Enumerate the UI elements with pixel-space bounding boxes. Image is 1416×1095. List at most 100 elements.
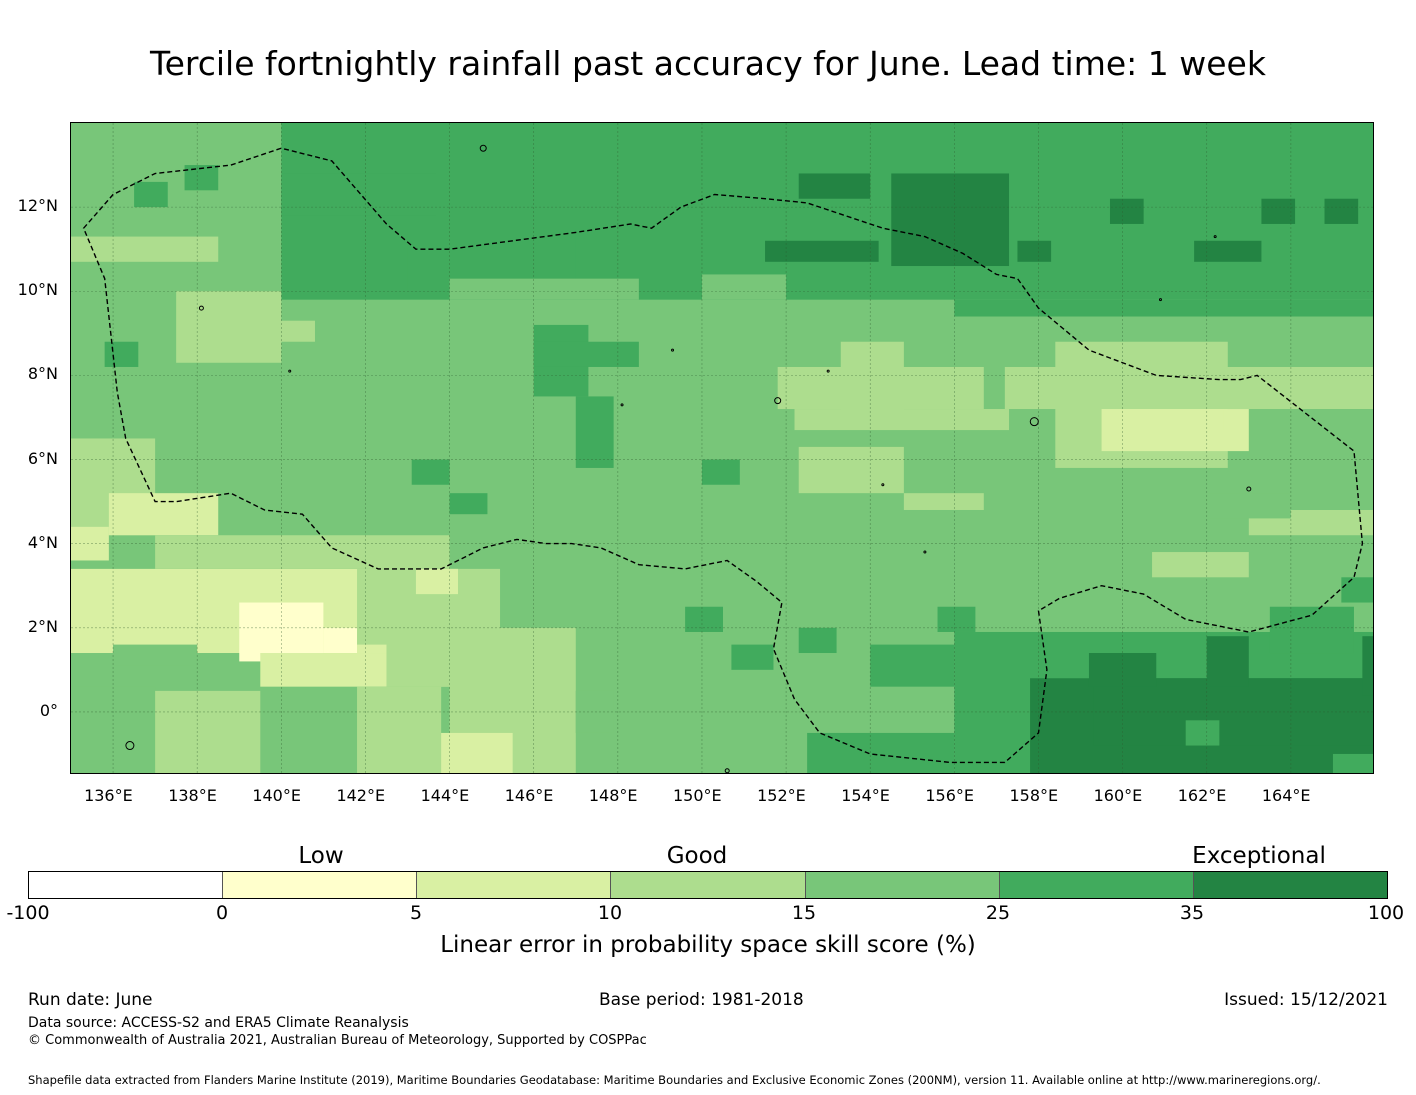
colorbar-segment: [29, 872, 224, 898]
skill-cell: [104, 341, 139, 367]
longitude-tick-label: 158°E: [1009, 786, 1059, 805]
colorbar-category-good: Good: [666, 843, 728, 869]
longitude-tick-label: 148°E: [588, 786, 638, 805]
longitude-tick-label: 150°E: [672, 786, 722, 805]
latitude-tick-label: 2°N: [27, 616, 58, 636]
skill-cell: [108, 493, 219, 536]
shapefile-credit: Shapefile data extracted from Flanders M…: [28, 1073, 1321, 1087]
copyright: © Commonwealth of Australia 2021, Austra…: [28, 1033, 647, 1048]
island-outline: [826, 369, 830, 373]
island-outline: [1158, 298, 1162, 302]
skill-cell: [954, 299, 1373, 317]
skill-cell: [218, 320, 315, 342]
latitude-tick-label: 8°N: [27, 364, 58, 384]
skill-cell: [449, 493, 488, 515]
colorbar-tick: 5: [409, 902, 423, 924]
colorbar-tick: 25: [985, 902, 1011, 924]
colorbar-tick: 100: [1367, 902, 1405, 924]
skill-cell: [184, 165, 219, 191]
colorbar-tick: 0: [215, 902, 229, 924]
skill-cell: [323, 627, 358, 654]
skill-cell: [533, 341, 639, 367]
island-outline: [479, 144, 487, 152]
skill-cell: [71, 686, 156, 773]
issued-date: Issued: 15/12/2021: [1224, 990, 1388, 1010]
eez-boundary: [82, 147, 1364, 764]
skill-cell: [701, 274, 787, 300]
longitude-tick-label: 154°E: [841, 786, 890, 805]
colorbar-segment: [417, 872, 612, 898]
run-date: Run date: June: [28, 990, 153, 1010]
skill-cell: [798, 446, 904, 494]
longitude-tick-label: 138°E: [168, 786, 217, 805]
skill-cell: [411, 459, 450, 485]
skill-cell: [134, 181, 168, 208]
skill-cell: [765, 240, 879, 262]
skill-cell: [1206, 636, 1249, 687]
skill-cell: [1269, 606, 1354, 654]
skill-cell: [1185, 720, 1220, 746]
island-outline: [923, 550, 927, 554]
map-canvas: [71, 123, 1373, 773]
island-outline: [1213, 235, 1217, 239]
longitude-tick-label: 162°E: [1177, 786, 1227, 805]
colorbar: [28, 871, 1388, 899]
skill-cell: [1152, 552, 1249, 578]
skill-cell: [870, 644, 955, 687]
island-outline: [724, 768, 730, 773]
island-outline: [881, 483, 885, 487]
island-outline: [1029, 417, 1039, 427]
latitude-tick-label: 12°N: [17, 196, 58, 216]
skill-cell: [155, 690, 261, 773]
skill-cell: [1088, 653, 1157, 687]
latitude-tick-label: 4°N: [27, 532, 58, 552]
latitude-tick-label: 10°N: [17, 280, 58, 300]
island-outline: [1246, 486, 1252, 492]
map-title: Tercile fortnightly rainfall past accura…: [150, 44, 1266, 83]
data-source: Data source: ACCESS-S2 and ERA5 Climate …: [28, 1015, 409, 1031]
skill-cell: [1122, 409, 1224, 431]
colorbar-category-low: Low: [298, 843, 344, 869]
colorbar-segment: [999, 872, 1194, 898]
skill-cell: [415, 568, 458, 595]
skill-cell: [1290, 409, 1373, 477]
skill-cell: [903, 493, 984, 510]
skill-cell: [1324, 198, 1359, 224]
longitude-tick-label: 140°E: [252, 786, 301, 805]
skill-cell: [1194, 240, 1262, 262]
skill-cell: [1206, 493, 1291, 519]
skill-cell: [798, 627, 837, 654]
skill-score-map: [70, 122, 1374, 774]
skill-cell: [685, 606, 723, 632]
skill-cell: [840, 341, 904, 418]
skill-cell: [281, 173, 437, 216]
skill-cell: [1332, 753, 1373, 773]
longitude-tick-label: 146°E: [504, 786, 554, 805]
colorbar-category-exceptional: Exceptional: [1192, 843, 1326, 869]
skill-cell: [428, 732, 513, 773]
skill-cell: [891, 173, 1010, 267]
island-outline: [620, 403, 624, 407]
longitude-tick-label: 164°E: [1261, 786, 1311, 805]
skill-cell: [575, 396, 614, 468]
latitude-tick-label: 0°: [39, 700, 58, 720]
skill-cell: [807, 732, 955, 773]
skill-cell: [1004, 366, 1373, 410]
base-period: Base period: 1981-2018: [599, 990, 804, 1010]
skill-cell: [794, 409, 1010, 431]
longitude-tick-label: 144°E: [420, 786, 470, 805]
longitude-tick-label: 136°E: [84, 786, 133, 805]
colorbar-label: Linear error in probability space skill …: [440, 932, 976, 958]
skill-cell: [113, 644, 198, 666]
skill-cell: [1261, 198, 1296, 224]
skill-cell: [1362, 636, 1373, 696]
skill-cell: [1109, 198, 1144, 224]
skill-cell: [1341, 577, 1373, 603]
skill-cell: [1017, 240, 1052, 262]
colorbar-tick: 15: [791, 902, 817, 924]
island-outline: [288, 369, 292, 373]
colorbar-segment: [805, 872, 1000, 898]
skill-cell: [357, 686, 442, 773]
colorbar-segment: [611, 872, 806, 898]
island-outline: [125, 741, 135, 751]
